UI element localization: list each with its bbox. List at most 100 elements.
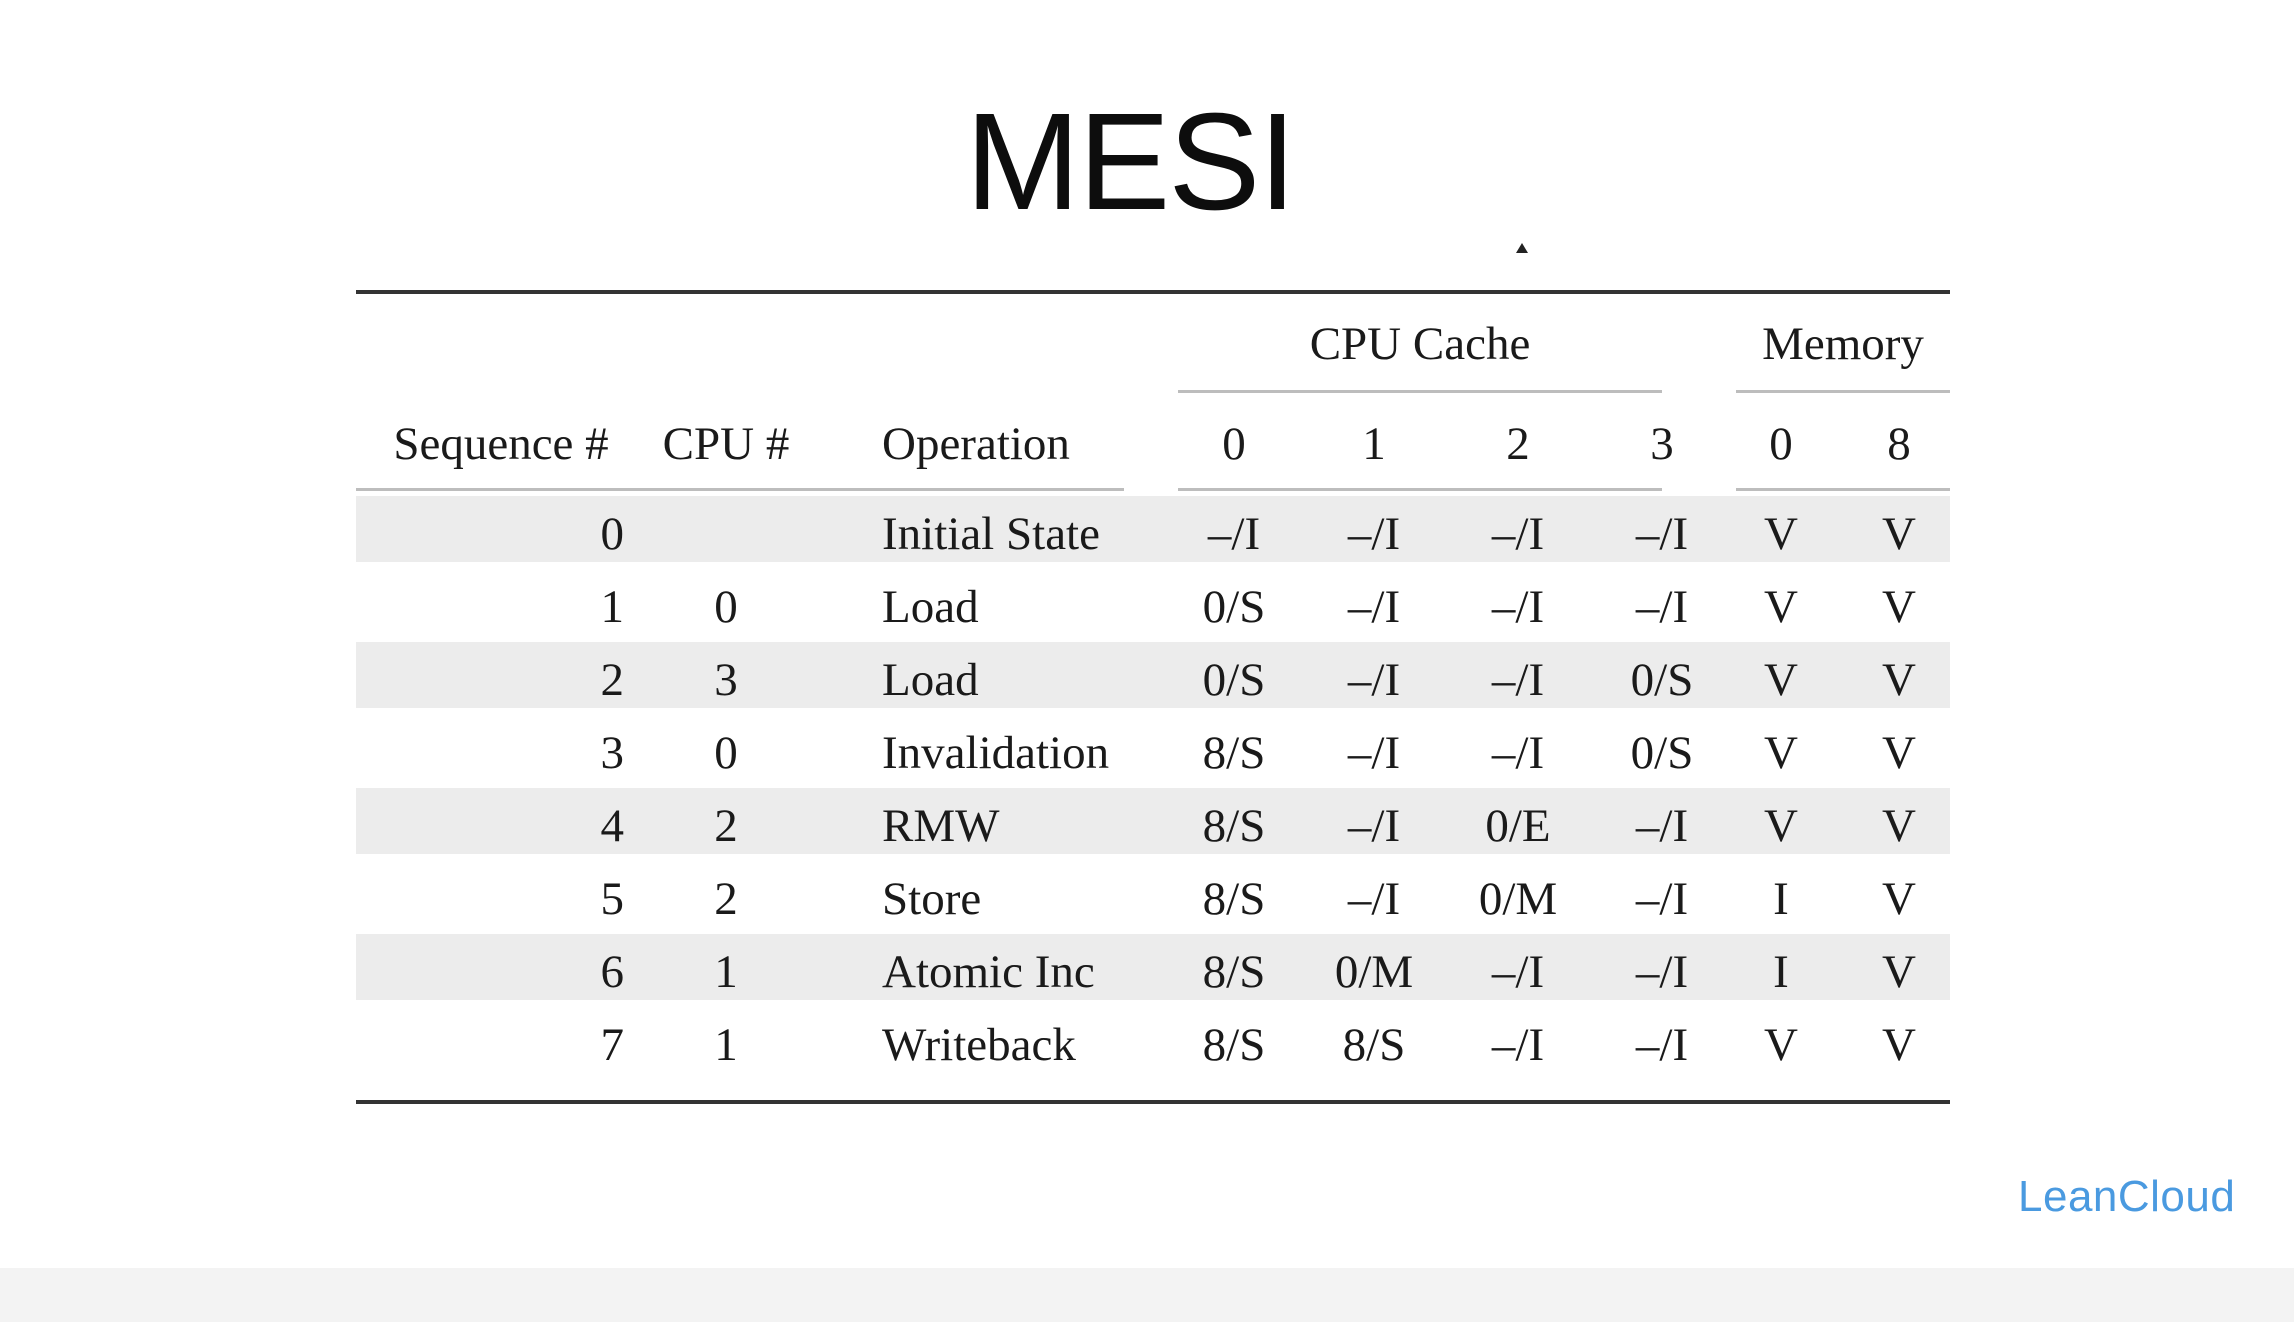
cell-mem-8: V xyxy=(1882,946,1916,998)
cell-sequence: 3 xyxy=(600,727,625,779)
cell-sequence: 1 xyxy=(600,581,625,633)
group-header-cpu-cache: CPU Cache xyxy=(1309,318,1531,370)
cell-mem-8: V xyxy=(1882,508,1916,560)
col-header-cpu: CPU # xyxy=(662,418,790,470)
cell-cache-2: 0/E xyxy=(1485,800,1551,852)
cell-mem-0: V xyxy=(1764,508,1798,560)
cell-cpu: 2 xyxy=(714,873,738,925)
cell-cache-1: –/I xyxy=(1347,727,1401,779)
col-header-cache-0: 0 xyxy=(1222,418,1246,470)
cell-mem-0: V xyxy=(1764,581,1798,633)
cell-sequence: 4 xyxy=(600,800,625,852)
cell-cache-3: 0/S xyxy=(1630,654,1694,706)
col-header-cache-1: 1 xyxy=(1362,418,1386,470)
cell-cache-1: 0/M xyxy=(1334,946,1414,998)
col-header-mem-0: 0 xyxy=(1769,418,1793,470)
cell-cache-3: 0/S xyxy=(1630,727,1694,779)
cell-mem-8: V xyxy=(1882,873,1916,925)
cell-mem-0: I xyxy=(1773,873,1789,925)
row-band xyxy=(356,496,1950,562)
cell-sequence: 2 xyxy=(600,654,625,706)
cell-cache-0: 0/S xyxy=(1202,581,1266,633)
cell-cache-0: –/I xyxy=(1207,508,1261,560)
header-underline-cache xyxy=(1178,488,1662,491)
header-underline-memory xyxy=(1736,488,1950,491)
cell-cache-3: –/I xyxy=(1635,800,1689,852)
table-row: 5 2 Store 8/S –/I 0/M –/I I V xyxy=(356,871,1950,943)
cell-operation: RMW xyxy=(882,800,1000,852)
table-row: 3 0 Invalidation 8/S –/I –/I 0/S V V xyxy=(356,725,1950,797)
header-underline-left xyxy=(356,488,1124,491)
table-bottom-rule xyxy=(356,1100,1950,1104)
cell-operation: Invalidation xyxy=(882,727,1110,779)
cpu-cache-underline xyxy=(1178,390,1662,393)
cell-cache-1: –/I xyxy=(1347,654,1401,706)
brand-logo: LeanCloud xyxy=(2018,1172,2236,1221)
cell-operation: Atomic Inc xyxy=(882,946,1095,998)
row-band xyxy=(356,934,1950,1000)
table-row: 4 2 RMW 8/S –/I 0/E –/I V V xyxy=(356,798,1950,870)
row-band xyxy=(356,642,1950,708)
cell-operation: Load xyxy=(882,654,979,706)
cell-cache-0: 8/S xyxy=(1202,727,1266,779)
cell-cache-0: 0/S xyxy=(1202,654,1266,706)
row-band xyxy=(356,788,1950,854)
cell-cache-2: –/I xyxy=(1491,946,1545,998)
table-row: 6 1 Atomic Inc 8/S 0/M –/I –/I I V xyxy=(356,944,1950,1016)
col-header-mem-8: 8 xyxy=(1887,418,1911,470)
cell-cache-2: 0/M xyxy=(1478,873,1558,925)
cell-mem-8: V xyxy=(1882,1019,1916,1071)
cell-cache-0: 8/S xyxy=(1202,1019,1266,1071)
cell-operation: Store xyxy=(882,873,982,925)
cell-mem-0: V xyxy=(1764,1019,1798,1071)
cell-cache-0: 8/S xyxy=(1202,946,1266,998)
slide-title: MESI xyxy=(965,85,1296,239)
cell-sequence: 6 xyxy=(600,946,625,998)
cell-mem-8: V xyxy=(1882,654,1916,706)
cell-cpu: 0 xyxy=(714,727,738,779)
cell-cpu: 1 xyxy=(714,1019,738,1071)
cell-cache-2: –/I xyxy=(1491,508,1545,560)
cell-mem-8: V xyxy=(1882,800,1916,852)
group-header-memory: Memory xyxy=(1762,318,1924,370)
cell-mem-0: V xyxy=(1764,654,1798,706)
cell-cache-0: 8/S xyxy=(1202,800,1266,852)
cell-cache-2: –/I xyxy=(1491,1019,1545,1071)
cell-cpu: 0 xyxy=(714,581,738,633)
cell-cache-0: 8/S xyxy=(1202,873,1266,925)
col-header-cache-3: 3 xyxy=(1650,418,1674,470)
cell-operation: Initial State xyxy=(882,508,1100,560)
cell-cache-2: –/I xyxy=(1491,727,1545,779)
cell-cache-3: –/I xyxy=(1635,946,1689,998)
cell-sequence: 0 xyxy=(600,508,625,560)
table-row: 1 0 Load 0/S –/I –/I –/I V V xyxy=(356,579,1950,651)
cell-cache-1: 8/S xyxy=(1342,1019,1406,1071)
table-row: 2 3 Load 0/S –/I –/I 0/S V V xyxy=(356,652,1950,724)
col-header-cache-2: 2 xyxy=(1506,418,1530,470)
table-row: 0 Initial State –/I –/I –/I –/I V V xyxy=(356,506,1950,578)
cell-mem-8: V xyxy=(1882,727,1916,779)
cell-cache-3: –/I xyxy=(1635,1019,1689,1071)
cell-cpu: 3 xyxy=(714,654,738,706)
cell-sequence: 5 xyxy=(600,873,625,925)
cell-operation: Writeback xyxy=(882,1019,1076,1071)
cell-cache-1: –/I xyxy=(1347,873,1401,925)
cell-cache-1: –/I xyxy=(1347,800,1401,852)
cell-cache-1: –/I xyxy=(1347,581,1401,633)
cell-cache-2: –/I xyxy=(1491,654,1545,706)
memory-underline xyxy=(1736,390,1950,393)
cell-mem-0: V xyxy=(1764,800,1798,852)
mouse-pointer-icon xyxy=(1516,243,1528,253)
cell-cache-3: –/I xyxy=(1635,581,1689,633)
col-header-operation: Operation xyxy=(882,418,1070,470)
cell-mem-0: I xyxy=(1773,946,1789,998)
cell-mem-0: V xyxy=(1764,727,1798,779)
cell-cpu: 2 xyxy=(714,800,738,852)
cell-mem-8: V xyxy=(1882,581,1916,633)
table-top-rule xyxy=(356,290,1950,294)
cell-cache-1: –/I xyxy=(1347,508,1401,560)
cell-operation: Load xyxy=(882,581,979,633)
cell-cpu: 1 xyxy=(714,946,738,998)
cell-sequence: 7 xyxy=(600,1019,625,1071)
bottom-strip xyxy=(0,1268,2294,1322)
